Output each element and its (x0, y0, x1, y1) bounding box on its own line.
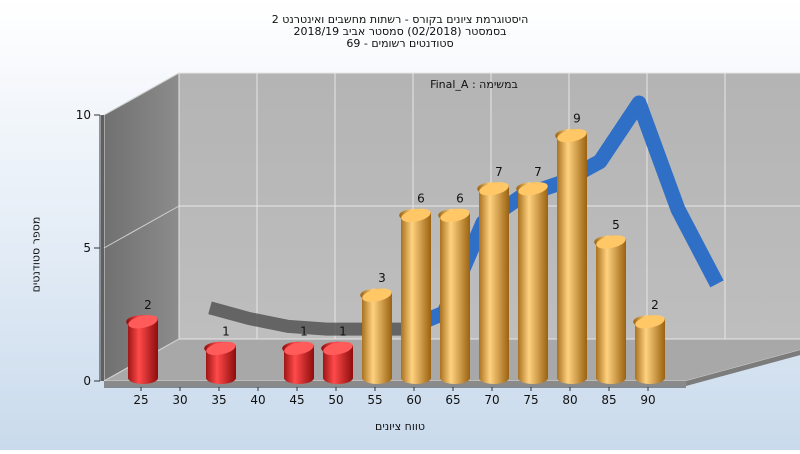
x-tick-label-55: 55 (367, 393, 382, 407)
bar-60 (399, 208, 431, 384)
bar-45 (282, 341, 314, 384)
bar-70 (477, 182, 509, 384)
x-tick-label-35: 35 (211, 393, 226, 407)
bar-top-75 (518, 182, 548, 196)
data-label-80: 9 (573, 112, 581, 126)
bar-65 (438, 208, 470, 384)
bar-body-75 (516, 182, 548, 384)
x-tick-label-80: 80 (562, 393, 577, 407)
bar-top-35 (206, 341, 236, 356)
bar-body-80 (555, 128, 587, 384)
x-tick-label-75: 75 (523, 393, 538, 407)
x-tick-label-90: 90 (640, 393, 655, 407)
y-axis-label: מספר סטודנטים (29, 216, 43, 293)
data-label-75: 7 (534, 165, 542, 179)
bar-50 (321, 341, 353, 384)
bar-90 (633, 315, 665, 384)
x-tick-label-30: 30 (172, 393, 187, 407)
x-tick-label-50: 50 (328, 393, 343, 407)
chart-title-line-3: סטודנטים רשומים - 69 (346, 37, 454, 50)
x-axis-label: טווח ציונים (375, 420, 425, 433)
bar-80 (555, 128, 587, 384)
bar-top-65 (440, 208, 470, 223)
x-tick-label-70: 70 (484, 393, 499, 407)
bar-55 (360, 288, 392, 384)
bar-75 (516, 182, 548, 384)
bar-body-65 (438, 208, 470, 384)
x-tick-label-85: 85 (601, 393, 616, 407)
bar-top-85 (596, 235, 626, 249)
chart-title-line-1: היסטוגרמת ציונים בקורס - רשתות מחשבים וא… (271, 13, 529, 26)
bar-25 (126, 315, 158, 384)
data-label-50: 1 (339, 324, 347, 338)
bar-top-45 (284, 341, 314, 356)
bar-body-25 (126, 315, 158, 384)
data-label-35: 1 (222, 324, 230, 338)
data-label-55: 3 (378, 271, 386, 285)
y-tick-label-10: 10 (76, 108, 91, 122)
bar-top-70 (479, 182, 509, 196)
x-tick-label-65: 65 (445, 393, 460, 407)
bar-top-25 (128, 315, 158, 329)
data-label-85: 5 (612, 218, 620, 232)
gridline-side-1 (103, 205, 180, 249)
data-label-60: 6 (417, 191, 425, 205)
bar-top-60 (401, 208, 431, 223)
bar-body-55 (360, 288, 392, 384)
y-tick-label-0: 0 (83, 374, 91, 388)
bar-35 (204, 341, 236, 384)
y-tick-label-5: 5 (83, 241, 91, 255)
x-tick-label-60: 60 (406, 393, 421, 407)
bar-body-90 (633, 315, 665, 384)
gridline-side-2 (103, 72, 180, 116)
annotation-text: Final_A : במשימה (430, 78, 518, 91)
bar-top-55 (362, 288, 392, 302)
bar-top-90 (635, 315, 665, 329)
x-tick-label-25: 25 (133, 393, 148, 407)
bar-body-85 (594, 235, 626, 384)
bar-body-70 (477, 182, 509, 384)
x-tick-label-45: 45 (289, 393, 304, 407)
data-label-45: 1 (300, 324, 308, 338)
bar-body-60 (399, 208, 431, 384)
left-wall-edge (101, 115, 104, 381)
floor-right-edge (686, 350, 800, 386)
data-label-65: 6 (456, 191, 464, 205)
x-tick-label-40: 40 (250, 393, 265, 407)
bar-top-80 (557, 128, 587, 143)
floor-front-edge (104, 381, 686, 386)
chart-title-line-2: בסמסטר (02/2018) סמסטר אביב 2018/19 (293, 25, 507, 38)
bar-85 (594, 235, 626, 384)
data-label-90: 2 (651, 298, 659, 312)
bar-top-50 (323, 341, 353, 356)
data-label-25: 2 (144, 298, 152, 312)
data-label-70: 7 (495, 165, 503, 179)
